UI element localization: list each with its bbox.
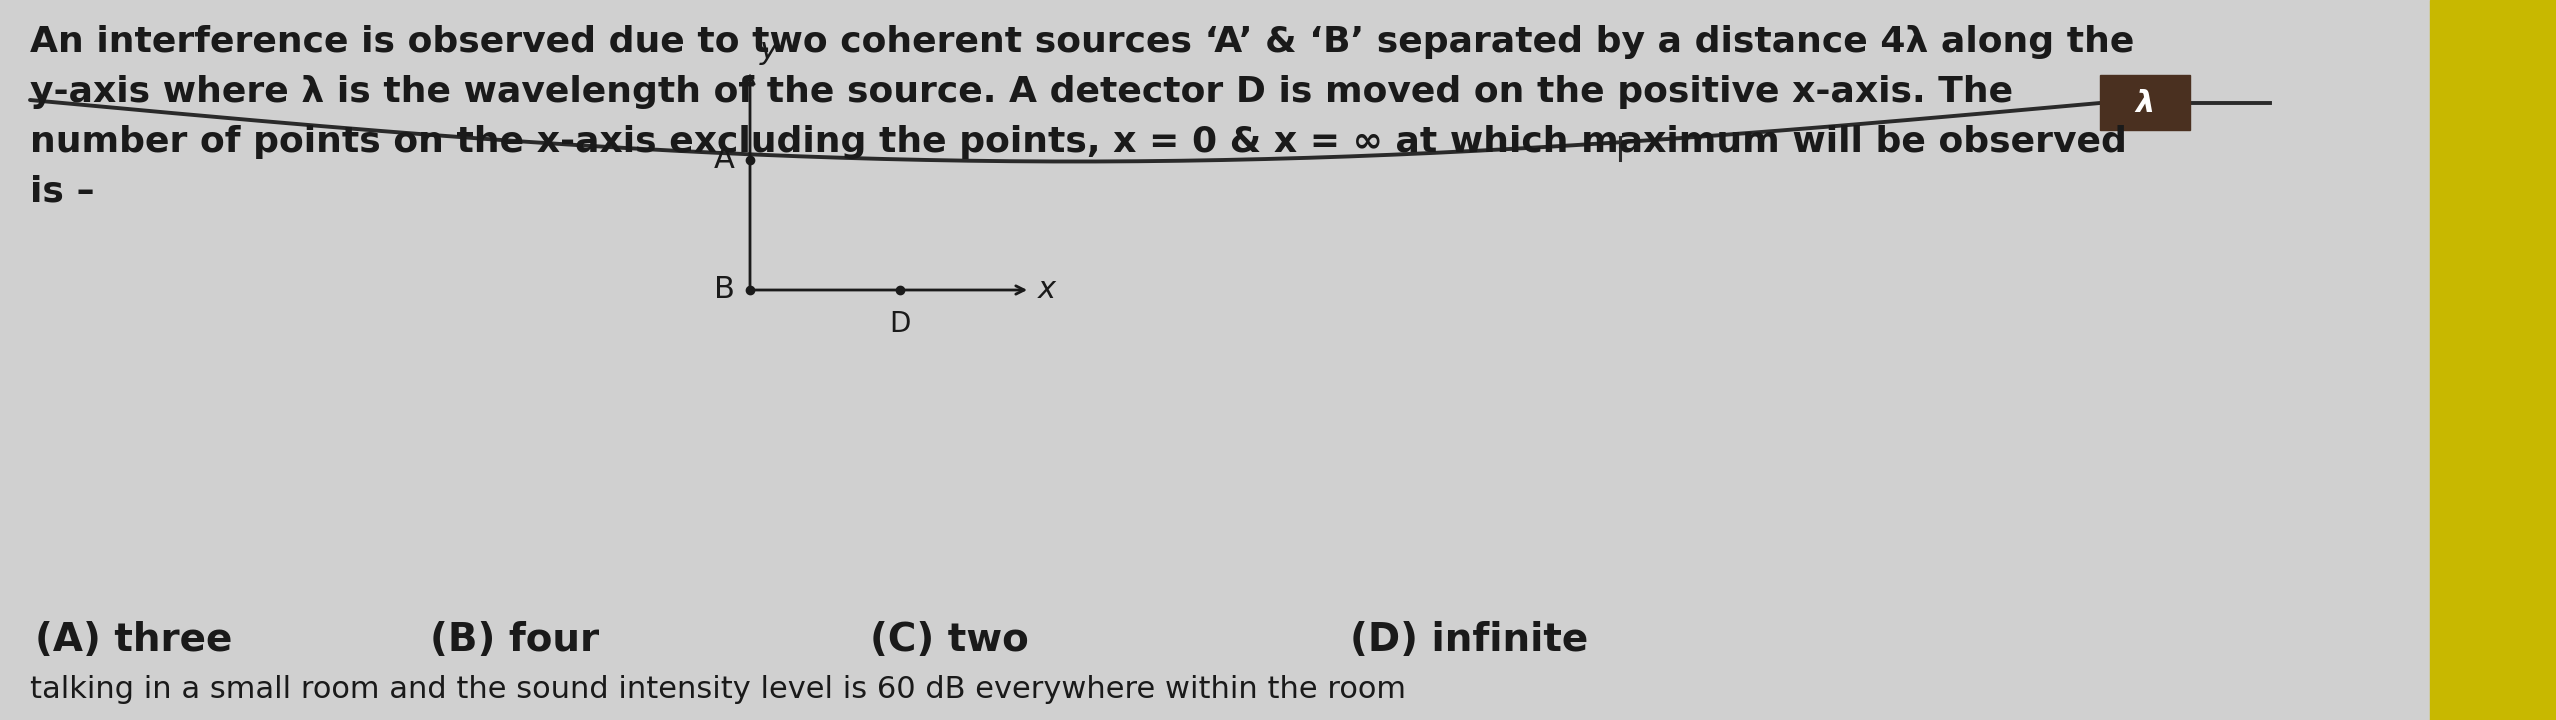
- Text: λ: λ: [2134, 89, 2155, 117]
- Text: (A) three: (A) three: [36, 621, 233, 659]
- Text: y: y: [759, 36, 777, 65]
- Text: (B) four: (B) four: [429, 621, 598, 659]
- Text: number of points on the x-axis excluding the points, x = 0 & x = ∞ at which maxi: number of points on the x-axis excluding…: [31, 125, 2127, 159]
- Bar: [2101, 75, 2190, 130]
- Text: talking in a small room and the sound intensity level is 60 dB everywhere within: talking in a small room and the sound in…: [31, 675, 1406, 704]
- Text: B: B: [713, 276, 736, 305]
- Text: An interference is observed due to two coherent sources ‘A’ & ‘B’ separated by a: An interference is observed due to two c…: [31, 25, 2134, 59]
- Text: y-axis where λ is the wavelength of the source. A detector D is moved on the pos: y-axis where λ is the wavelength of the …: [31, 75, 2014, 109]
- Text: A: A: [713, 145, 736, 174]
- Text: is –: is –: [31, 175, 95, 209]
- Text: D: D: [889, 310, 910, 338]
- Text: x: x: [1038, 276, 1056, 305]
- Text: (D) infinite: (D) infinite: [1350, 621, 1587, 659]
- Text: (C) two: (C) two: [869, 621, 1028, 659]
- Bar: [2431, 0, 2556, 720]
